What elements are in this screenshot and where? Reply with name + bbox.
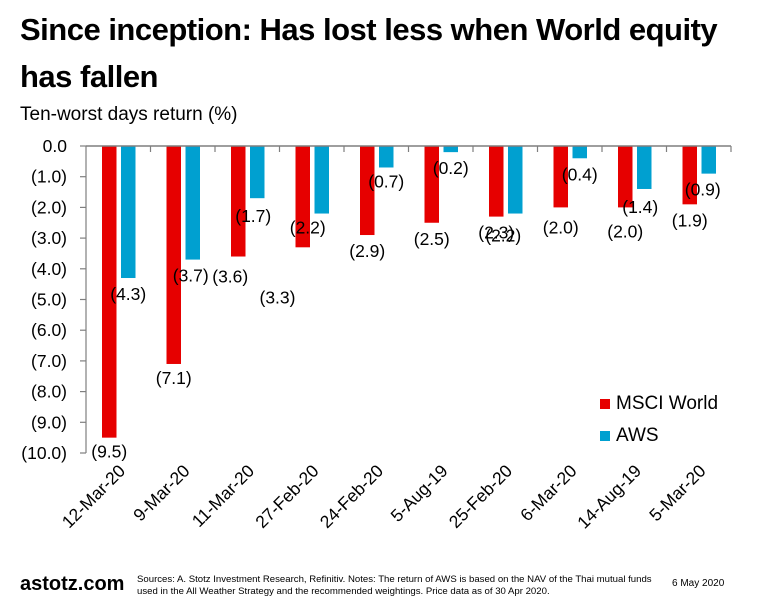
- data-label-aws: (3.7): [173, 266, 209, 286]
- bar-aws: [701, 146, 716, 174]
- data-label-aws: (0.7): [368, 171, 404, 191]
- data-label-msci-world: (2.9): [349, 241, 385, 261]
- y-tick-label: (8.0): [31, 382, 67, 402]
- bar-aws: [443, 146, 458, 153]
- legend-item-aws: AWS: [600, 420, 718, 452]
- y-tick-label: (4.0): [31, 259, 67, 279]
- legend-item-msci-world: MSCI World: [600, 388, 718, 420]
- bar-msci-world: [553, 146, 568, 208]
- bar-aws: [379, 146, 394, 168]
- data-label-msci-world: (2.3): [478, 223, 514, 243]
- x-tick-label: 5-Mar-20: [645, 461, 710, 526]
- y-tick-label: (2.0): [31, 197, 67, 217]
- data-label-msci-world: (3.6): [212, 267, 248, 287]
- y-tick-label: (6.0): [31, 320, 67, 340]
- x-tick-label: 6-Mar-20: [516, 461, 581, 526]
- x-tick-label: 5-Aug-19: [387, 461, 452, 526]
- legend-label: MSCI World: [616, 393, 719, 414]
- data-label-msci-world: (1.9): [672, 210, 708, 230]
- bar-aws: [508, 146, 523, 214]
- bar-aws: [185, 146, 200, 260]
- data-label-aws: (2.2): [290, 218, 326, 238]
- y-tick-label: (9.0): [31, 412, 67, 432]
- data-label-aws: (0.2): [433, 158, 469, 178]
- bar-aws: [637, 146, 652, 189]
- bar-msci-world: [424, 146, 439, 223]
- data-label-aws: (4.3): [110, 284, 146, 304]
- x-tick-label: 24-Feb-20: [316, 461, 387, 532]
- bar-msci-world: [618, 146, 633, 208]
- data-label-msci-world: (2.0): [607, 221, 643, 241]
- data-label-aws: (1.7): [235, 206, 271, 226]
- bar-msci-world: [489, 146, 504, 217]
- y-tick-label: (10.0): [21, 443, 67, 463]
- data-label-aws: (2.2): [485, 226, 521, 246]
- x-tick-label: 11-Mar-20: [188, 461, 258, 531]
- data-label-msci-world: (7.1): [156, 368, 192, 388]
- legend: MSCI World AWS: [600, 388, 718, 452]
- legend-swatch-aws: [600, 431, 610, 441]
- bar-aws: [250, 146, 265, 199]
- x-tick-label: 14-Aug-19: [573, 461, 645, 533]
- x-tick-label: 12-Mar-20: [58, 461, 129, 532]
- bar-msci-world: [360, 146, 375, 236]
- y-tick-label: (5.0): [31, 290, 67, 310]
- y-tick-label: (7.0): [31, 351, 67, 371]
- publish-date: 6 May 2020: [672, 578, 725, 589]
- data-label-aws: (1.4): [622, 197, 658, 217]
- x-tick-label: 25-Feb-20: [445, 461, 516, 532]
- y-tick-label: 0.0: [43, 136, 68, 156]
- x-tick-label: 9-Mar-20: [129, 461, 194, 526]
- data-label-msci-world: (3.3): [260, 287, 296, 307]
- data-label-msci-world: (2.5): [414, 229, 450, 249]
- bar-msci-world: [102, 146, 117, 438]
- legend-swatch-msci-world: [600, 399, 610, 409]
- bar-aws: [572, 146, 587, 159]
- legend-label: AWS: [616, 425, 659, 446]
- chart-title: Since inception: Has lost less when Worl…: [20, 12, 718, 94]
- bar-aws: [314, 146, 329, 214]
- data-label-msci-world: (9.5): [91, 442, 127, 462]
- y-tick-label: (1.0): [31, 167, 67, 187]
- bar-aws: [121, 146, 136, 279]
- bar-msci-world: [231, 146, 246, 257]
- y-axis-title: Ten-worst days return (%): [20, 104, 238, 125]
- y-tick-label: (3.0): [31, 228, 67, 248]
- brand-logo: astotz.com: [20, 573, 125, 595]
- data-label-aws: (0.9): [685, 180, 721, 200]
- bar-msci-world: [682, 146, 697, 205]
- data-label-aws: (0.4): [562, 164, 598, 184]
- bar-chart: 0.0 (1.0) (2.0) (3.0) (4.0) (5.0) (6.0) (7.0) (8…: [21, 136, 732, 533]
- source-notes: Sources: A. Stotz Investment Research, R…: [137, 574, 652, 597]
- bar-msci-world: [295, 146, 310, 248]
- x-tick-label: 27-Feb-20: [251, 461, 322, 532]
- bar-msci-world: [166, 146, 181, 364]
- data-label-msci-world: (2.0): [543, 217, 579, 237]
